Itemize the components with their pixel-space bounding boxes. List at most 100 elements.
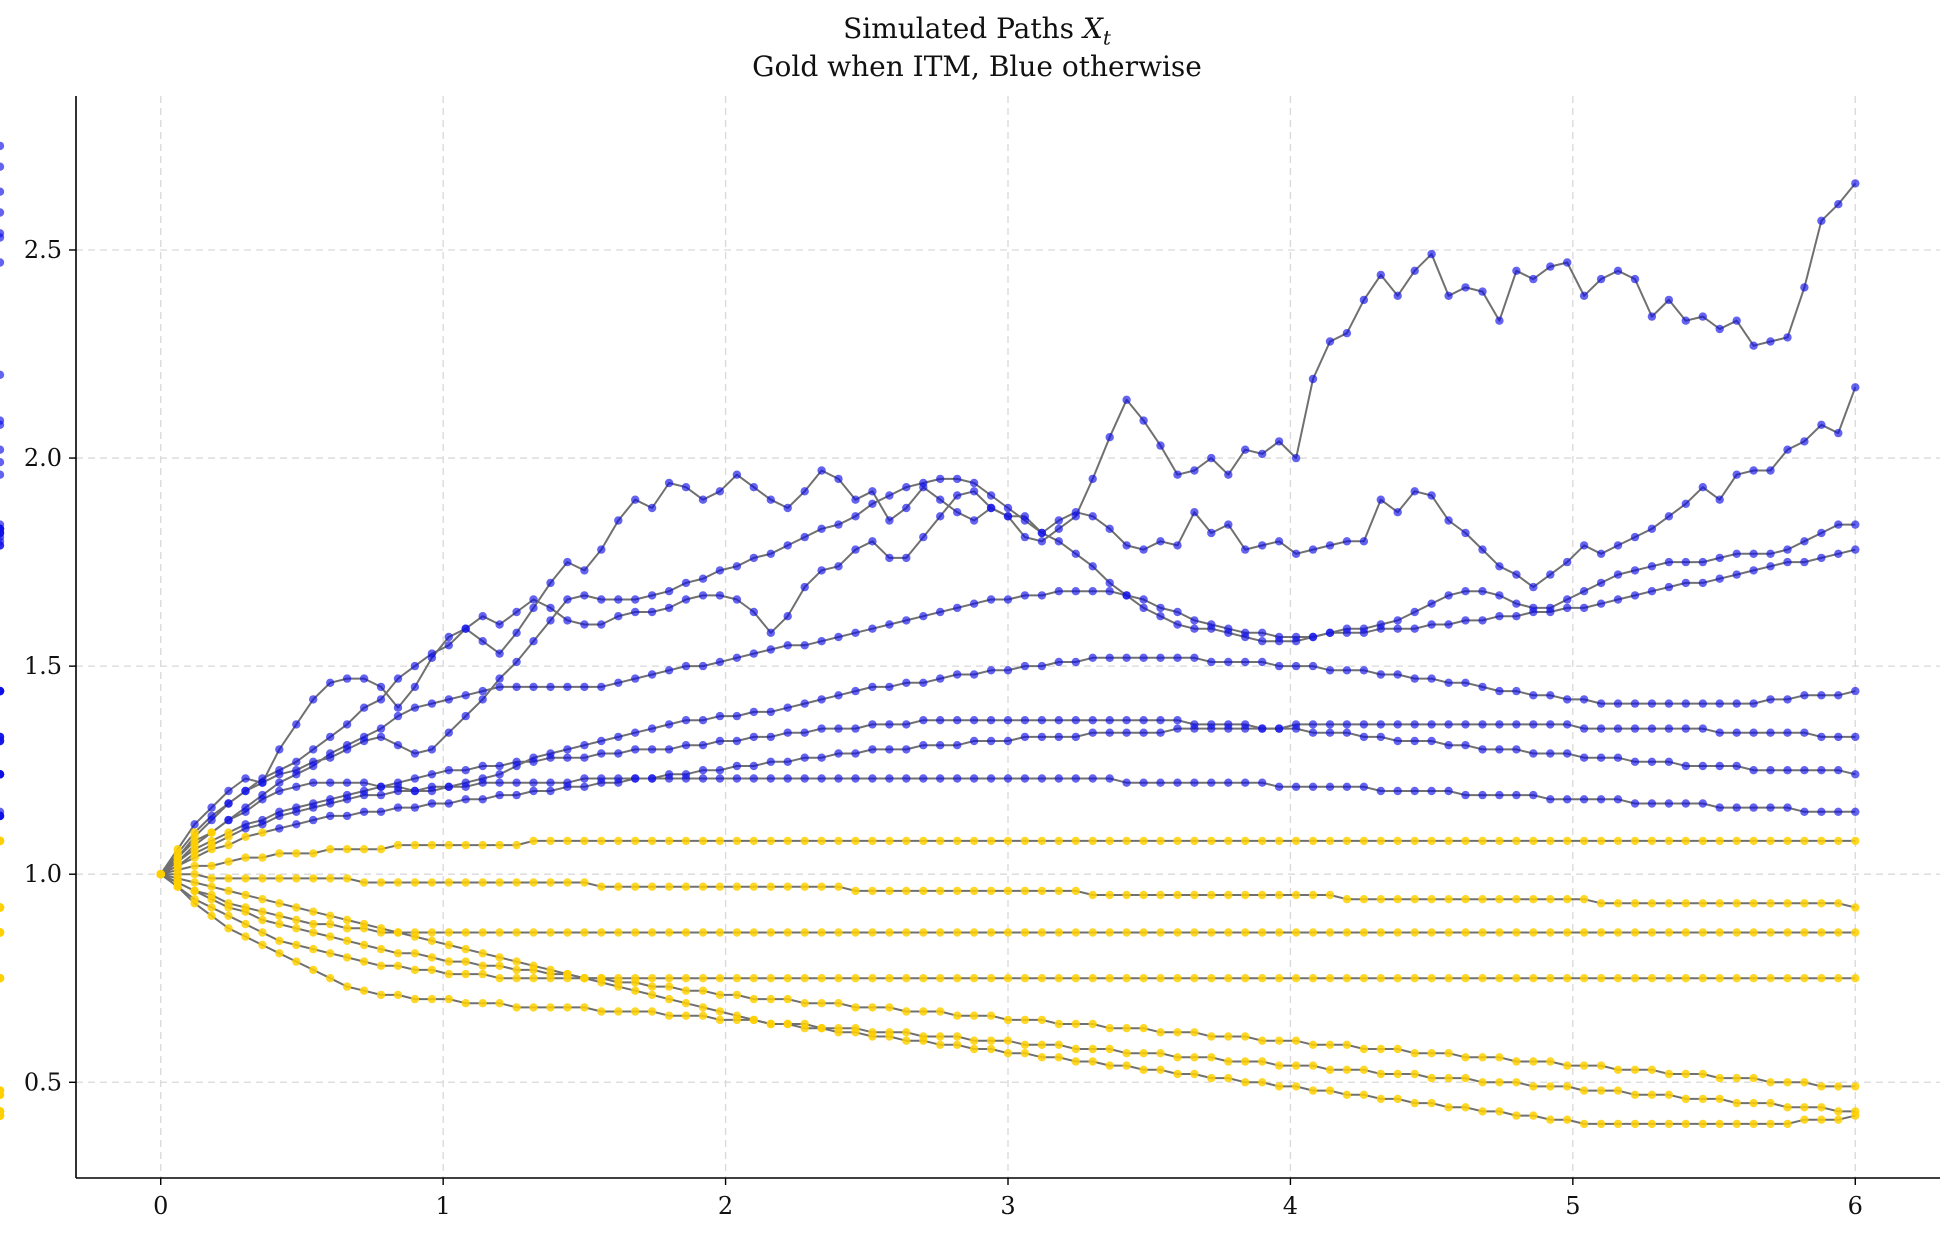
otm-point: [359, 703, 369, 712]
otm-point: [512, 628, 521, 637]
otm-point: [732, 595, 742, 604]
itm-point: [1325, 890, 1335, 900]
itm-point: [919, 928, 928, 937]
itm-point: [444, 994, 453, 1004]
otm-point: [1241, 657, 1250, 667]
otm-point: [309, 803, 318, 812]
otm-point: [512, 607, 521, 617]
itm-point: [461, 999, 470, 1008]
itm-point: [664, 882, 674, 891]
otm-point: [1207, 528, 1216, 538]
itm-point: [1258, 1036, 1267, 1045]
itm-point: [1020, 886, 1030, 896]
itm-point: [1546, 836, 1555, 846]
otm-point: [1291, 661, 1301, 671]
itm-point: [1817, 1115, 1826, 1124]
itm-point: [834, 928, 843, 937]
itm-point: [275, 899, 284, 908]
itm-point: [631, 882, 640, 891]
itm-point: [512, 928, 521, 937]
otm-point: [851, 724, 860, 733]
otm-point: [868, 720, 877, 729]
itm-point: [1444, 1073, 1453, 1083]
itm-point: [1207, 890, 1216, 900]
itm-point: [1664, 974, 1674, 983]
otm-point: [1325, 628, 1335, 637]
itm-point: [749, 1015, 758, 1025]
otm-point: [1393, 616, 1402, 625]
otm-point: [1037, 537, 1047, 546]
itm-point: [1224, 890, 1233, 900]
otm-point: [1783, 803, 1792, 812]
otm-point: [597, 736, 606, 746]
itm-point: [1800, 1103, 1809, 1112]
otm-point: [1308, 782, 1318, 791]
otm-point: [1698, 578, 1708, 588]
itm-point: [1088, 1019, 1097, 1029]
otm-point: [1308, 661, 1318, 671]
itm-point: [1563, 836, 1572, 846]
itm-point: [749, 928, 758, 937]
otm-point: [698, 495, 708, 504]
otm-point: [326, 778, 335, 787]
itm-point: [749, 836, 758, 846]
itm-point: [1427, 974, 1436, 983]
otm-point: [359, 732, 369, 742]
otm-point: [1376, 495, 1386, 504]
itm-point: [1207, 836, 1216, 846]
itm-point: [1596, 1061, 1606, 1070]
x-tick-label: 0: [153, 1192, 168, 1220]
otm-point: [207, 811, 216, 821]
otm-point: [1800, 557, 1809, 567]
itm-point: [478, 878, 487, 887]
otm-point: [1308, 374, 1318, 384]
otm-point: [0, 258, 5, 267]
itm-point: [1020, 836, 1030, 846]
itm-point: [664, 836, 674, 846]
otm-point: [410, 703, 420, 712]
otm-point: [851, 749, 860, 758]
itm-point: [410, 994, 420, 1004]
itm-point: [1054, 886, 1064, 896]
otm-point: [1054, 524, 1064, 533]
itm-point: [1020, 1049, 1030, 1058]
itm-point: [1512, 895, 1521, 904]
otm-point: [580, 753, 589, 762]
otm-point: [1766, 337, 1775, 346]
itm-point: [1427, 895, 1436, 904]
itm-point: [495, 974, 504, 983]
otm-point: [342, 795, 352, 804]
itm-point: [1613, 974, 1623, 983]
otm-point: [681, 483, 691, 492]
itm-point: [1190, 1028, 1199, 1037]
otm-point: [1461, 790, 1470, 800]
otm-point: [1817, 807, 1826, 816]
itm-point: [0, 1107, 5, 1116]
otm-point: [1478, 745, 1487, 754]
otm-point: [1444, 678, 1453, 687]
otm-point: [1495, 316, 1504, 325]
otm-point: [1579, 291, 1589, 300]
otm-point: [478, 637, 487, 646]
otm-point: [1681, 316, 1691, 325]
otm-point: [783, 541, 792, 550]
itm-point: [1529, 895, 1538, 904]
otm-point: [715, 766, 725, 775]
otm-point: [1664, 295, 1674, 305]
otm-point: [1664, 699, 1674, 708]
itm-point: [1444, 928, 1453, 937]
itm-point: [1698, 836, 1708, 846]
itm-point: [1647, 899, 1657, 908]
otm-point: [1291, 632, 1301, 642]
itm-point: [817, 974, 826, 983]
itm-point: [1054, 836, 1064, 846]
itm-point: [1698, 1069, 1708, 1079]
otm-point: [1749, 803, 1758, 812]
otm-point: [1088, 653, 1097, 662]
otm-point: [1207, 620, 1216, 629]
itm-point: [681, 928, 691, 937]
itm-point: [783, 836, 792, 846]
itm-point: [1020, 928, 1030, 937]
itm-point: [1173, 974, 1182, 983]
otm-point: [783, 703, 792, 712]
